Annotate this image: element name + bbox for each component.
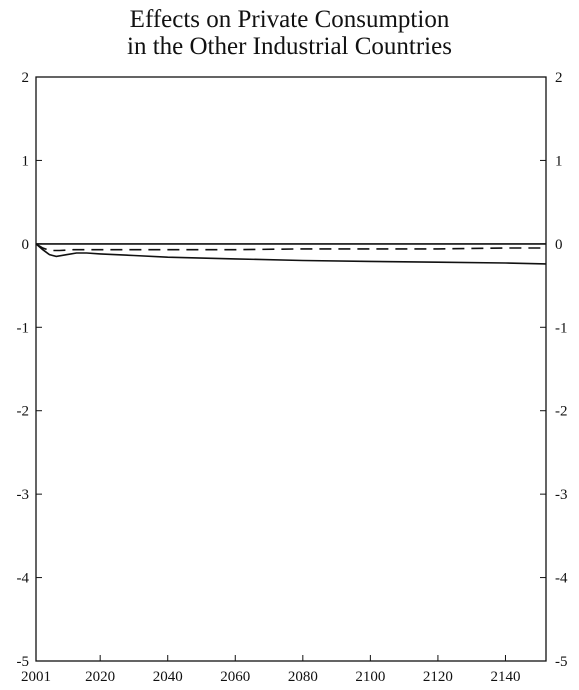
y-tick-label-left: -3 [17, 487, 30, 503]
x-tick-label: 2060 [220, 669, 250, 685]
y-tick-label-right: 2 [555, 70, 563, 86]
y-tick-label-left: 1 [22, 153, 30, 169]
series-lines [35, 243, 547, 265]
y-tick-label-left: -2 [17, 404, 30, 420]
y-tick-label-right: 0 [555, 237, 563, 253]
series-line-1 [35, 243, 547, 265]
y-tick-label-right: 1 [555, 153, 563, 169]
x-tick-label: 2080 [288, 669, 318, 685]
x-tick-label: 2001 [21, 669, 51, 685]
y-tick-label-left: 2 [22, 70, 30, 86]
y-tick-label-right: -4 [555, 571, 568, 587]
y-tick-label-left: 0 [22, 237, 30, 253]
y-tick-label-right: -3 [555, 487, 568, 503]
y-tick-label-left: -1 [17, 320, 30, 336]
plot-area [35, 76, 547, 662]
x-tick-label: 2140 [490, 669, 520, 685]
chart-title-line-1: Effects on Private Consumption [129, 6, 450, 33]
y-tick-label-right: -5 [555, 654, 568, 670]
plot-frame [35, 76, 547, 662]
y-tick-label-left: -4 [17, 571, 30, 587]
series-line-2 [35, 243, 546, 252]
chart-title: Effects on Private Consumption in the Ot… [0, 6, 579, 60]
x-tick-label: 2120 [423, 669, 453, 685]
x-tick-label: 2020 [85, 669, 115, 685]
y-tick-label-right: -1 [555, 320, 568, 336]
chart-title-line-2: in the Other Industrial Countries [127, 33, 452, 60]
x-tick-label: 2100 [355, 669, 385, 685]
y-tick-label-left: -5 [17, 654, 30, 670]
y-tick-label-right: -2 [555, 404, 568, 420]
x-tick-label: 2040 [153, 669, 183, 685]
